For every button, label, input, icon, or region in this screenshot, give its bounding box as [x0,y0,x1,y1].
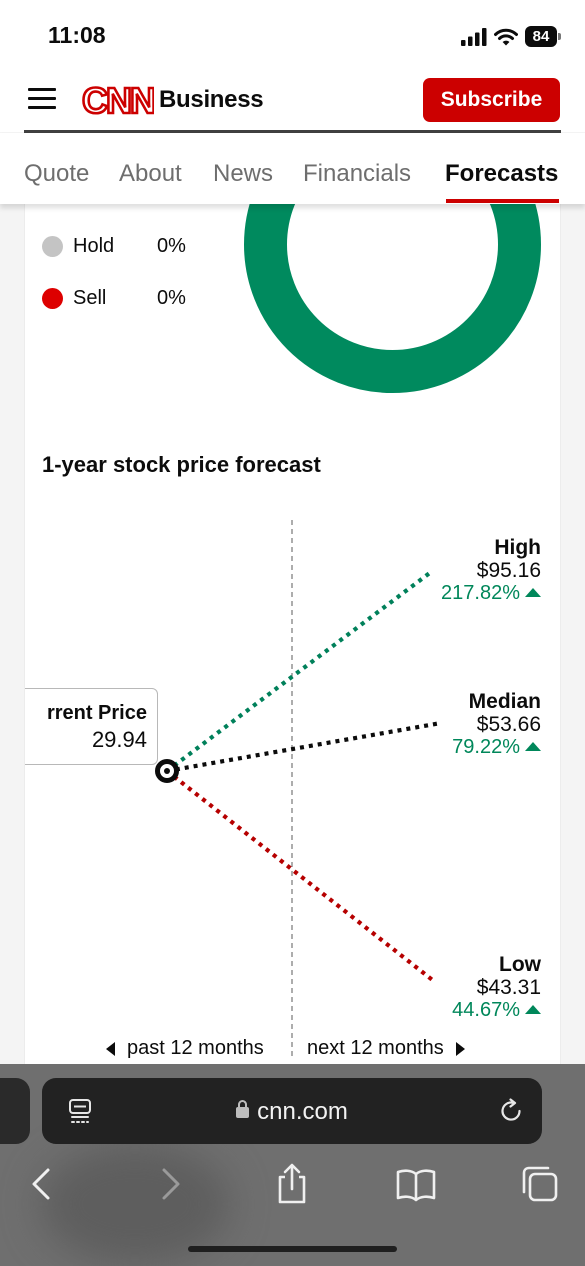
url-display[interactable]: cnn.com [42,1098,542,1126]
tab-forecasts[interactable]: Forecasts [445,160,559,187]
tab-news[interactable]: News [213,160,274,187]
forecast-card: Hold 0% Sell 0% 1-year stock price forec… [24,190,561,1070]
section-tabs: Quote About News Financials Forecasts [0,133,585,204]
forecast-change: 79.22% [452,736,541,759]
battery-icon: 84 [525,26,561,47]
legend-dot-sell [42,288,63,309]
forecast-title: 1-year stock price forecast [42,452,321,477]
forecast-chart [155,520,442,1060]
high-forecast-line [165,570,433,773]
legend-percent: 0% [157,235,186,257]
right-arrow-icon [455,1041,465,1056]
forecast-price: $53.66 [476,713,541,736]
current-price-label: rrent Price [46,702,147,724]
bookmarks-icon[interactable] [394,1162,438,1206]
status-time: 11:08 [48,22,106,48]
next-period-caption: next 12 months [307,1037,465,1060]
browser-toolbar: cnn.com [0,1064,585,1266]
lock-icon [236,1100,250,1118]
cnn-logo-text: CNN [82,80,154,120]
site-header: CNN Business Subscribe [0,70,585,132]
high-forecast-label: High $95.16 217.82% [441,536,541,605]
status-bar: 11:08 84 [0,0,585,70]
legend-percent: 0% [157,287,186,309]
left-arrow-icon [106,1041,115,1056]
menu-icon[interactable] [28,88,56,110]
signal-icon [461,27,487,46]
forward-icon[interactable] [148,1162,192,1206]
forecast-price: $95.16 [476,559,541,582]
current-price-value: 29.94 [91,727,147,752]
forecast-change: 217.82% [441,582,541,605]
share-icon[interactable] [270,1162,314,1206]
subscribe-button[interactable]: Subscribe [423,78,560,122]
forecast-name: High [494,536,541,559]
forecast-price: $43.31 [476,976,541,999]
forecast-change: 44.67% [452,999,541,1022]
up-arrow-icon [525,588,541,597]
up-arrow-icon [525,1005,541,1014]
legend-label: Sell [73,287,107,309]
median-forecast-label: Median $53.66 79.22% [452,690,541,759]
legend-dot-hold [42,236,63,257]
home-indicator [188,1246,397,1252]
address-bar[interactable]: cnn.com [42,1078,542,1144]
wifi-icon [494,28,518,45]
cnn-logo[interactable]: CNN [82,80,154,120]
active-tab-indicator [446,199,559,203]
current-price-tooltip: rrent Price 29.94 [25,688,158,765]
low-forecast-line [165,769,437,984]
past-period-caption: past 12 months [106,1037,264,1060]
tab-financials[interactable]: Financials [303,160,412,187]
back-icon[interactable] [20,1162,64,1206]
legend-item-sell: Sell 0% [42,287,186,310]
tabs-icon[interactable] [518,1162,562,1206]
page-menu-icon[interactable] [68,1098,92,1124]
legend-item-hold: Hold 0% [42,235,186,258]
previous-tab-peek[interactable] [0,1078,30,1144]
reload-icon[interactable] [498,1098,524,1124]
median-forecast-line [166,720,442,774]
status-icons: 84 [461,26,561,47]
forecast-name: Low [499,953,541,976]
brand-suffix: Business [159,86,264,113]
forecast-name: Median [468,690,541,713]
up-arrow-icon [525,742,541,751]
legend-label: Hold [73,235,115,257]
low-forecast-label: Low $43.31 44.67% [452,953,541,1022]
tab-quote[interactable]: Quote [24,160,90,187]
header-divider [24,130,561,133]
tab-about[interactable]: About [119,160,182,187]
